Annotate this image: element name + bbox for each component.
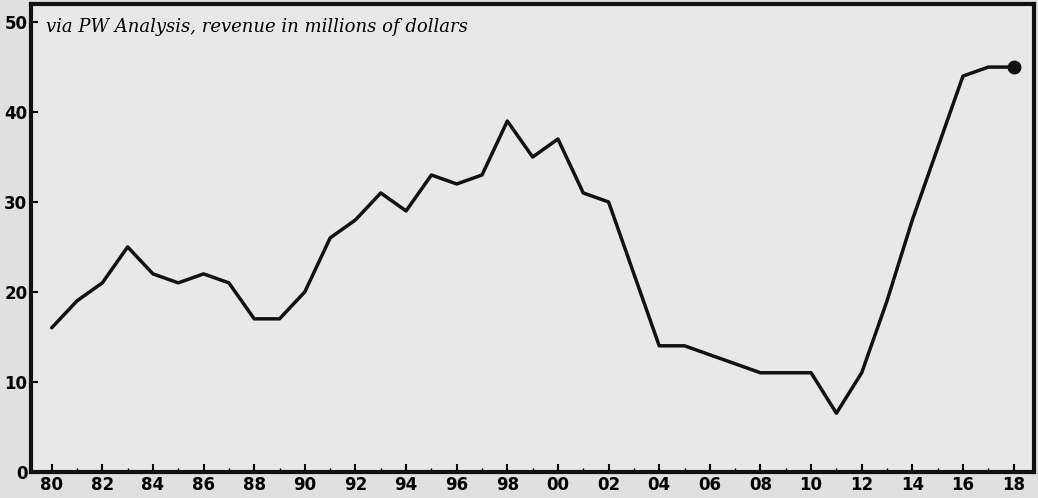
Text: via PW Analysis, revenue in millions of dollars: via PW Analysis, revenue in millions of … [47,18,468,36]
